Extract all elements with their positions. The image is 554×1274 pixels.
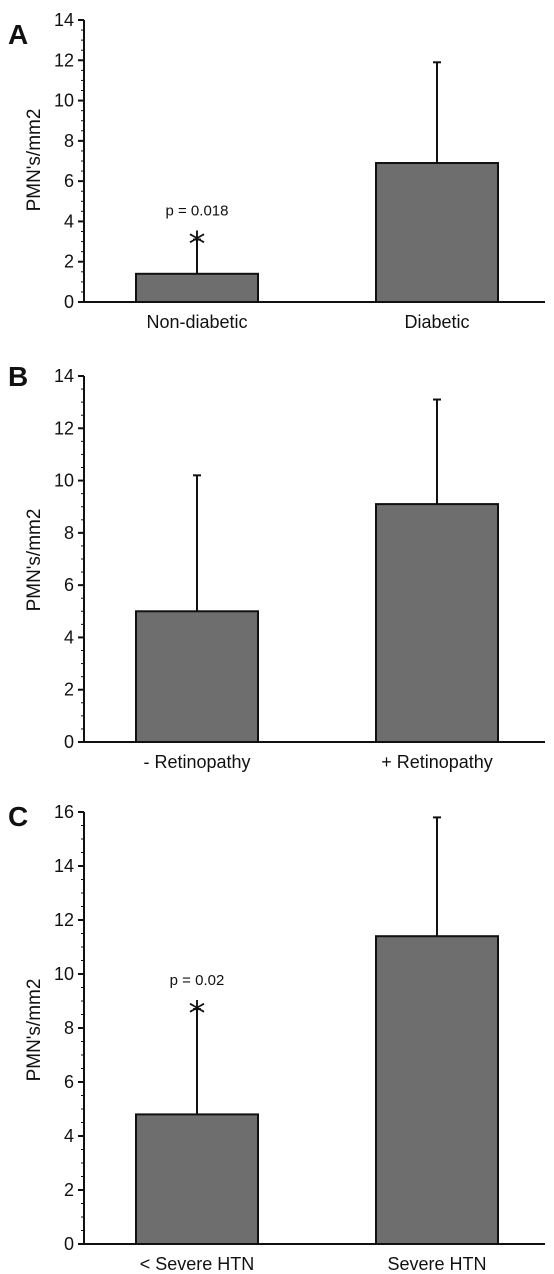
y-tick-label: 4	[64, 211, 74, 231]
y-tick-label: 14	[54, 10, 74, 30]
chart-panel-a: A PMN's/mm2 0 2 4 6 8 10 12 14 Non-diabetic * p = 0.…	[8, 10, 545, 332]
y-tick-label: 10	[54, 471, 74, 491]
y-tick-label: 16	[54, 802, 74, 822]
y-axis-label: PMN's/mm2	[24, 979, 45, 1082]
y-tick-label: 8	[64, 523, 74, 543]
bar-2	[375, 503, 499, 743]
bar-2	[375, 162, 499, 303]
y-axis-label: PMN's/mm2	[24, 109, 45, 212]
y-tick-label: 2	[64, 252, 74, 272]
y-tick-label: 6	[64, 171, 74, 191]
y-tick-label: 10	[54, 964, 74, 984]
y-tick-label: 0	[64, 292, 74, 312]
y-tick-label: 4	[64, 1126, 74, 1146]
y-tick-label: 12	[54, 418, 74, 438]
y-tick-label: 14	[54, 366, 74, 386]
panel-letter: A	[8, 19, 28, 50]
panel-letter: B	[8, 361, 28, 392]
category-label: Diabetic	[404, 312, 469, 332]
y-tick-label: 0	[64, 1234, 74, 1254]
p-value-label: p = 0.018	[166, 203, 229, 220]
p-value-label: p = 0.02	[170, 972, 225, 989]
y-tick-label: 6	[64, 575, 74, 595]
y-tick-label: 4	[64, 627, 74, 647]
y-tick-label: 2	[64, 680, 74, 700]
y-tick-label: 12	[54, 910, 74, 930]
category-label: Severe HTN	[387, 1254, 486, 1274]
y-tick-label: 2	[64, 1180, 74, 1200]
y-tick-label: 14	[54, 856, 74, 876]
y-tick-label: 10	[54, 91, 74, 111]
y-tick-label: 12	[54, 50, 74, 70]
bar-1	[135, 1113, 259, 1246]
bar-2	[375, 935, 499, 1245]
category-label: < Severe HTN	[140, 1254, 255, 1274]
y-tick-label: 0	[64, 732, 74, 752]
bar-1	[135, 610, 259, 743]
category-label: Non-diabetic	[146, 312, 247, 332]
y-tick-label: 8	[64, 131, 74, 151]
panel-letter: C	[8, 801, 28, 832]
bar-1	[135, 272, 259, 303]
y-tick-label: 8	[64, 1018, 74, 1038]
y-tick-label: 6	[64, 1072, 74, 1092]
category-label: + Retinopathy	[381, 752, 493, 772]
category-label: - Retinopathy	[143, 752, 250, 772]
significance-marker: *	[189, 994, 206, 1034]
chart-panel-b: B PMN's/mm2 0 2 4 6 8 10 12 14 - Retinopathy + Reti…	[8, 361, 545, 772]
y-axis-label: PMN's/mm2	[24, 509, 45, 612]
chart-panel-c: C PMN's/mm2 0 2 4 6 8 10 12 14 16 < Severe HTN * p = …	[8, 801, 545, 1274]
significance-marker: *	[189, 225, 206, 265]
